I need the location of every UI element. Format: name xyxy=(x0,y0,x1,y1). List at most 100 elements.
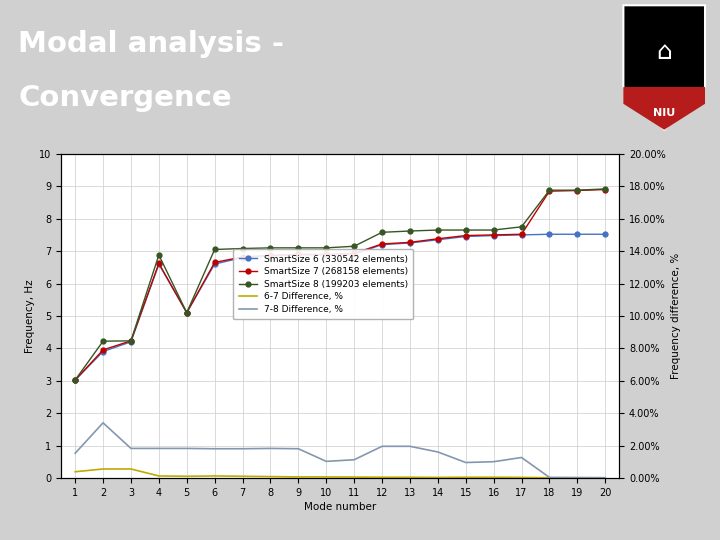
6-7 Difference, % xyxy=(238,473,247,480)
6-7 Difference, % xyxy=(99,465,107,472)
7-8 Difference, % xyxy=(545,474,554,481)
SmartSize 8 (199203 elements) xyxy=(490,227,498,233)
SmartSize 8 (199203 elements) xyxy=(155,252,163,258)
6-7 Difference, % xyxy=(517,474,526,481)
SmartSize 7 (268158 elements) xyxy=(517,231,526,238)
SmartSize 7 (268158 elements) xyxy=(573,187,582,194)
SmartSize 7 (268158 elements) xyxy=(71,377,79,383)
SmartSize 7 (268158 elements) xyxy=(99,347,107,353)
7-8 Difference, % xyxy=(294,446,302,452)
Line: 6-7 Difference, %: 6-7 Difference, % xyxy=(75,469,606,478)
Text: Modal analysis -: Modal analysis - xyxy=(18,30,284,58)
6-7 Difference, % xyxy=(294,474,302,480)
7-8 Difference, % xyxy=(238,446,247,452)
SmartSize 8 (199203 elements) xyxy=(210,246,219,253)
X-axis label: Mode number: Mode number xyxy=(304,502,377,512)
7-8 Difference, % xyxy=(71,450,79,456)
7-8 Difference, % xyxy=(601,475,610,481)
Text: Convergence: Convergence xyxy=(18,84,232,112)
6-7 Difference, % xyxy=(405,474,414,481)
SmartSize 8 (199203 elements) xyxy=(462,227,470,233)
7-8 Difference, % xyxy=(490,458,498,465)
7-8 Difference, % xyxy=(462,459,470,465)
6-7 Difference, % xyxy=(127,465,135,472)
SmartSize 7 (268158 elements) xyxy=(490,232,498,238)
Line: SmartSize 6 (330542 elements): SmartSize 6 (330542 elements) xyxy=(73,232,608,382)
Legend: SmartSize 6 (330542 elements), SmartSize 7 (268158 elements), SmartSize 8 (19920: SmartSize 6 (330542 elements), SmartSize… xyxy=(233,249,413,320)
6-7 Difference, % xyxy=(322,474,330,480)
SmartSize 6 (330542 elements) xyxy=(238,254,247,261)
7-8 Difference, % xyxy=(127,445,135,451)
6-7 Difference, % xyxy=(601,475,610,481)
7-8 Difference, % xyxy=(405,443,414,449)
Polygon shape xyxy=(624,5,705,130)
SmartSize 7 (268158 elements) xyxy=(210,259,219,266)
7-8 Difference, % xyxy=(155,445,163,451)
SmartSize 7 (268158 elements) xyxy=(405,239,414,246)
SmartSize 6 (330542 elements) xyxy=(517,232,526,238)
7-8 Difference, % xyxy=(378,443,387,449)
SmartSize 7 (268158 elements) xyxy=(238,254,247,260)
SmartSize 8 (199203 elements) xyxy=(545,187,554,193)
SmartSize 6 (330542 elements) xyxy=(350,251,359,258)
SmartSize 6 (330542 elements) xyxy=(601,231,610,238)
6-7 Difference, % xyxy=(71,469,79,475)
6-7 Difference, % xyxy=(545,475,554,481)
6-7 Difference, % xyxy=(210,472,219,479)
Text: ⌂: ⌂ xyxy=(656,40,672,64)
6-7 Difference, % xyxy=(573,475,582,481)
SmartSize 6 (330542 elements) xyxy=(294,252,302,258)
Y-axis label: Frequency, Hz: Frequency, Hz xyxy=(25,279,35,353)
SmartSize 6 (330542 elements) xyxy=(182,309,191,316)
SmartSize 8 (199203 elements) xyxy=(405,228,414,234)
SmartSize 6 (330542 elements) xyxy=(378,241,387,248)
SmartSize 6 (330542 elements) xyxy=(490,232,498,239)
Text: NIU: NIU xyxy=(653,108,675,118)
Line: SmartSize 8 (199203 elements): SmartSize 8 (199203 elements) xyxy=(73,186,608,382)
SmartSize 6 (330542 elements) xyxy=(405,240,414,246)
6-7 Difference, % xyxy=(378,474,387,481)
7-8 Difference, % xyxy=(433,449,442,455)
7-8 Difference, % xyxy=(322,458,330,464)
SmartSize 6 (330542 elements) xyxy=(266,253,275,259)
7-8 Difference, % xyxy=(573,474,582,481)
SmartSize 7 (268158 elements) xyxy=(266,252,275,259)
7-8 Difference, % xyxy=(99,420,107,426)
SmartSize 7 (268158 elements) xyxy=(127,338,135,344)
SmartSize 7 (268158 elements) xyxy=(545,188,554,194)
6-7 Difference, % xyxy=(490,474,498,481)
SmartSize 6 (330542 elements) xyxy=(71,377,79,383)
SmartSize 6 (330542 elements) xyxy=(573,231,582,238)
7-8 Difference, % xyxy=(210,446,219,452)
SmartSize 8 (199203 elements) xyxy=(238,245,247,252)
7-8 Difference, % xyxy=(517,454,526,461)
SmartSize 8 (199203 elements) xyxy=(266,245,275,251)
SmartSize 7 (268158 elements) xyxy=(182,309,191,316)
SmartSize 6 (330542 elements) xyxy=(322,252,330,258)
6-7 Difference, % xyxy=(182,473,191,480)
6-7 Difference, % xyxy=(350,474,359,481)
SmartSize 8 (199203 elements) xyxy=(127,338,135,344)
SmartSize 8 (199203 elements) xyxy=(601,186,610,192)
SmartSize 8 (199203 elements) xyxy=(350,243,359,249)
SmartSize 8 (199203 elements) xyxy=(573,187,582,193)
SmartSize 6 (330542 elements) xyxy=(545,231,554,238)
SmartSize 8 (199203 elements) xyxy=(378,229,387,235)
SmartSize 6 (330542 elements) xyxy=(127,339,135,345)
SmartSize 8 (199203 elements) xyxy=(71,377,79,383)
SmartSize 7 (268158 elements) xyxy=(350,250,359,256)
SmartSize 8 (199203 elements) xyxy=(322,245,330,251)
SmartSize 8 (199203 elements) xyxy=(433,227,442,233)
SmartSize 6 (330542 elements) xyxy=(155,261,163,267)
SmartSize 8 (199203 elements) xyxy=(517,224,526,230)
6-7 Difference, % xyxy=(433,474,442,481)
7-8 Difference, % xyxy=(350,456,359,463)
Y-axis label: Frequency difference, %: Frequency difference, % xyxy=(671,253,681,379)
6-7 Difference, % xyxy=(266,474,275,480)
6-7 Difference, % xyxy=(462,474,470,481)
SmartSize 7 (268158 elements) xyxy=(462,232,470,239)
SmartSize 6 (330542 elements) xyxy=(210,261,219,267)
SmartSize 7 (268158 elements) xyxy=(601,186,610,193)
SmartSize 7 (268158 elements) xyxy=(294,251,302,258)
SmartSize 8 (199203 elements) xyxy=(294,245,302,251)
